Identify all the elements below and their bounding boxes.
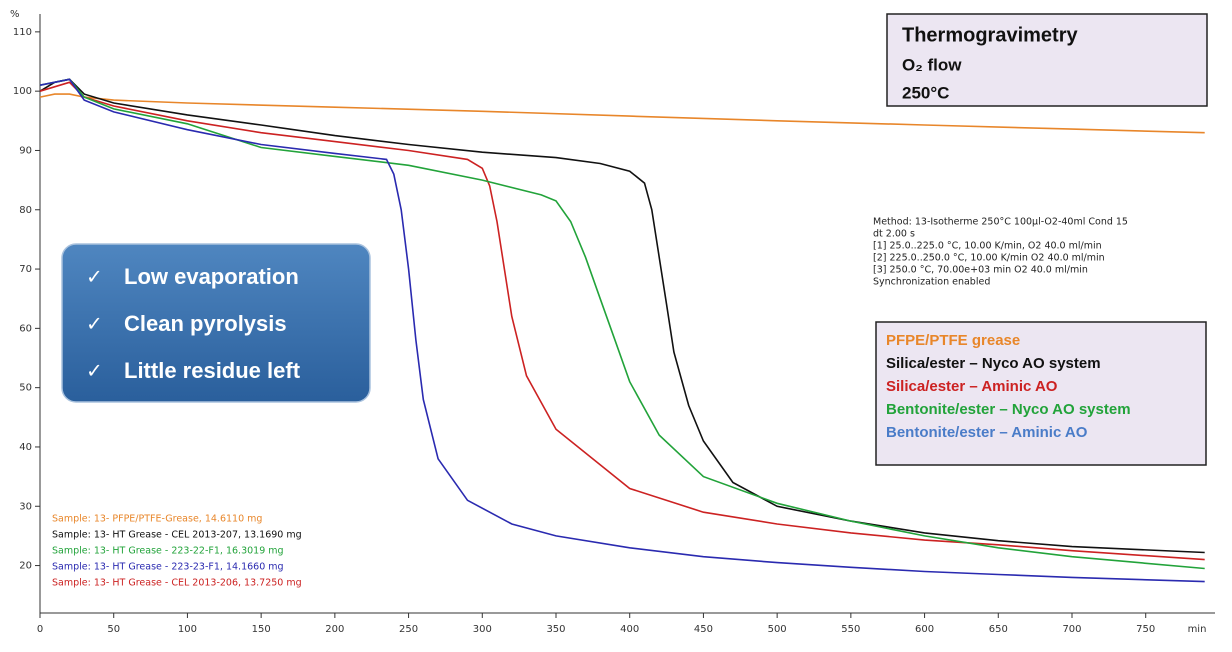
y-unit: % — [10, 9, 20, 20]
x-tick-label: 100 — [178, 624, 197, 635]
sample-label: Sample: 13- HT Grease - CEL 2013-206, 13… — [52, 578, 302, 589]
method-line: [3] 250.0 °C, 70.00e+03 min O2 40.0 ml/m… — [873, 265, 1088, 276]
x-tick-label: 700 — [1062, 624, 1081, 635]
legend-entry: PFPE/PTFE grease — [886, 332, 1020, 349]
x-tick-label: 600 — [915, 624, 934, 635]
sample-label: Sample: 13- HT Grease - 223-23-F1, 14.16… — [52, 562, 284, 573]
method-line: dt 2.00 s — [873, 229, 915, 240]
x-tick-label: 750 — [1136, 624, 1155, 635]
y-tick-label: 30 — [19, 501, 32, 512]
method-line: Method: 13-Isotherme 250°C 100µl-O2-40ml… — [873, 217, 1128, 228]
method-line: [2] 225.0..250.0 °C, 10.00 K/min O2 40.0… — [873, 253, 1105, 264]
y-tick-label: 100 — [13, 86, 32, 97]
series-line — [39, 78, 1205, 554]
y-tick-label: 50 — [19, 383, 32, 394]
series-line — [39, 93, 1205, 134]
series-line — [39, 78, 1205, 570]
y-tick-label: 80 — [19, 205, 32, 216]
sample-label: Sample: 13- PFPE/PTFE-Grease, 14.6110 mg — [52, 514, 262, 525]
x-tick-label: 300 — [473, 624, 492, 635]
x-tick-label: 200 — [325, 624, 344, 635]
x-unit: min — [1188, 624, 1207, 635]
title-box-line: O₂ flow — [902, 55, 962, 74]
title-box — [886, 13, 1208, 107]
y-tick-label: 60 — [19, 323, 32, 334]
sample-label: Sample: 13- HT Grease - 223-22-F1, 16.30… — [52, 546, 284, 557]
check-icon: ✓ — [86, 265, 103, 289]
x-tick-label: 150 — [252, 624, 271, 635]
y-tick-label: 70 — [19, 264, 32, 275]
method-line: Synchronization enabled — [873, 277, 990, 288]
y-tick-label: 90 — [19, 145, 32, 156]
x-tick-label: 50 — [107, 624, 120, 635]
y-tick-label: 110 — [13, 27, 32, 38]
x-tick-label: 400 — [620, 624, 639, 635]
title-box-line: 250°C — [902, 83, 949, 102]
x-tick-label: 450 — [694, 624, 713, 635]
series-line — [39, 78, 1205, 583]
legend-entry: Bentonite/ester – Aminic AO — [886, 424, 1088, 441]
legend-box — [875, 321, 1207, 466]
highlight-box — [61, 243, 371, 403]
y-tick-label: 40 — [19, 442, 32, 453]
y-tick-label: 20 — [19, 561, 32, 572]
highlight: Clean pyrolysis — [124, 311, 287, 336]
method-line: [1] 25.0..225.0 °C, 10.00 K/min, O2 40.0… — [873, 241, 1102, 252]
x-tick-label: 650 — [989, 624, 1008, 635]
check-icon: ✓ — [86, 312, 103, 336]
highlight: Little residue left — [124, 358, 301, 383]
highlight: Low evaporation — [124, 264, 299, 289]
legend-entry: Silica/ester – Nyco AO system — [886, 355, 1101, 372]
legend-entry: Bentonite/ester – Nyco AO system — [886, 401, 1131, 418]
x-tick-label: 550 — [841, 624, 860, 635]
check-icon: ✓ — [86, 359, 103, 383]
x-tick-label: 250 — [399, 624, 418, 635]
title-box-line: Thermogravimetry — [902, 24, 1078, 46]
series-line — [39, 81, 1205, 561]
x-tick-label: 350 — [546, 624, 565, 635]
x-tick-label: 500 — [768, 624, 787, 635]
sample-label: Sample: 13- HT Grease - CEL 2013-207, 13… — [52, 530, 302, 541]
legend-entry: Silica/ester – Aminic AO — [886, 378, 1058, 395]
x-tick-label: 0 — [37, 624, 43, 635]
